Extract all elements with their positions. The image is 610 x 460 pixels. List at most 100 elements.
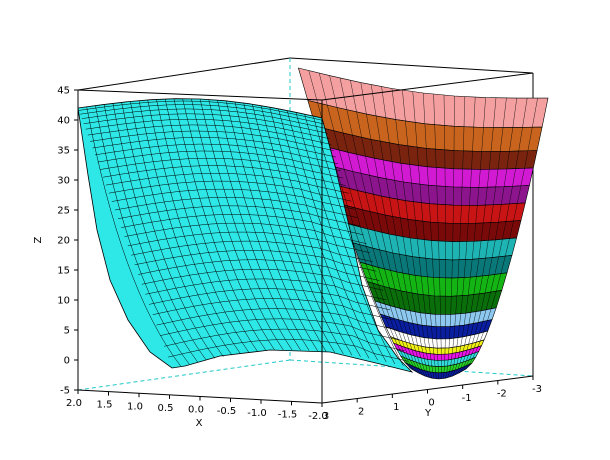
- mesh-line: [468, 358, 473, 365]
- box-edge-top-left: [77, 57, 291, 91]
- mesh-line: [422, 364, 425, 371]
- mesh-line: [483, 97, 486, 128]
- mesh-line: [402, 90, 406, 122]
- mesh-line: [477, 310, 482, 323]
- mesh-line: [394, 180, 398, 200]
- mesh-line: [397, 199, 401, 219]
- mesh-line: [427, 371, 430, 378]
- mesh-line: [127, 231, 370, 253]
- mesh-line: [152, 298, 394, 321]
- x-axis: 2.0 1.5 1.0 0.5 0.0 -0.5 -1.0 -1.5 -2.0: [66, 390, 328, 422]
- mesh-line: [405, 342, 409, 349]
- mesh-line: [389, 328, 395, 339]
- mesh-line: [377, 177, 382, 197]
- y-tick-label: -2: [497, 389, 507, 400]
- mesh-line: [421, 346, 424, 353]
- mesh-line: [461, 351, 464, 358]
- mesh-line: [470, 323, 474, 336]
- mesh-line: [456, 277, 459, 297]
- mesh-line: [308, 70, 318, 103]
- mesh-line: [490, 291, 497, 309]
- mesh-line: [415, 220, 418, 240]
- mesh-line: [456, 367, 461, 375]
- mesh-line: [478, 169, 481, 188]
- mesh-line: [460, 337, 463, 347]
- mesh-line: [141, 268, 384, 291]
- mesh-line: [367, 228, 374, 249]
- mesh-line: [356, 111, 362, 138]
- mesh-line: [386, 178, 390, 198]
- mesh-line: [396, 271, 401, 291]
- mesh-line: [454, 352, 457, 359]
- mesh-line: [431, 240, 433, 260]
- mesh-line: [435, 314, 437, 327]
- mesh-line: [475, 346, 479, 353]
- mesh-line: [389, 197, 393, 217]
- mesh-line: [426, 353, 428, 360]
- mesh-line: [395, 119, 399, 145]
- mesh-line: [392, 252, 397, 272]
- mesh-line: [400, 218, 404, 237]
- mesh-line: [463, 126, 465, 152]
- mesh-line: [417, 324, 420, 338]
- mesh-line: [477, 187, 480, 206]
- mesh-line: [394, 307, 399, 320]
- mesh-line: [398, 319, 403, 333]
- x-axis-label: X: [196, 418, 203, 429]
- mesh-line: [448, 338, 450, 348]
- mesh-line: [421, 369, 426, 377]
- mesh-line: [344, 169, 350, 189]
- mesh-line: [468, 205, 470, 224]
- mesh-line: [100, 157, 344, 179]
- mesh-line: [524, 150, 529, 169]
- mesh-line: [414, 275, 418, 295]
- mesh-line: [384, 315, 391, 329]
- mesh-line: [497, 151, 501, 170]
- mesh-line: [509, 127, 513, 152]
- mesh-line: [81, 108, 326, 129]
- mesh-line: [156, 99, 250, 353]
- x-tick-label: -1.5: [278, 409, 298, 420]
- mesh-line: [97, 150, 341, 172]
- mesh-line: [412, 91, 416, 123]
- z-tick-label: 45: [57, 86, 70, 97]
- mesh-line: [463, 96, 465, 127]
- mesh-line: [401, 340, 405, 348]
- mesh-line: [399, 308, 404, 322]
- mesh-line: [372, 283, 381, 303]
- mesh-line: [333, 130, 340, 151]
- mesh-line: [243, 102, 336, 353]
- mesh-line: [413, 344, 416, 351]
- mesh-line: [121, 102, 216, 359]
- mesh-line: [131, 240, 374, 263]
- mesh-line: [512, 98, 517, 128]
- mesh-line: [488, 257, 493, 276]
- mesh-line: [503, 168, 507, 187]
- mesh-line: [400, 350, 405, 358]
- mesh-line: [466, 324, 469, 337]
- mesh-line: [459, 313, 461, 326]
- mesh-line: [434, 360, 436, 367]
- mesh-line: [422, 221, 425, 240]
- mesh-line: [420, 358, 423, 365]
- mesh-line: [412, 256, 416, 276]
- mesh-line: [470, 259, 473, 278]
- mesh-line: [447, 371, 450, 378]
- mesh-line: [385, 251, 391, 271]
- mesh-line: [410, 354, 414, 362]
- mesh-line: [347, 152, 353, 172]
- x-tick-label: 0.5: [158, 403, 174, 414]
- mesh-line: [341, 186, 348, 206]
- mesh-line: [225, 100, 318, 352]
- mesh-line: [378, 267, 385, 287]
- z-tick-label: 5: [64, 326, 70, 337]
- mesh-line: [108, 180, 352, 202]
- mesh-line: [421, 325, 425, 338]
- mesh-line: [429, 203, 431, 223]
- box-edge-top-right: [321, 72, 534, 101]
- mesh-line: [431, 326, 433, 339]
- mesh-line: [377, 213, 382, 233]
- mesh-line: [476, 258, 479, 277]
- mesh-line: [462, 325, 465, 338]
- mesh-line: [509, 186, 513, 205]
